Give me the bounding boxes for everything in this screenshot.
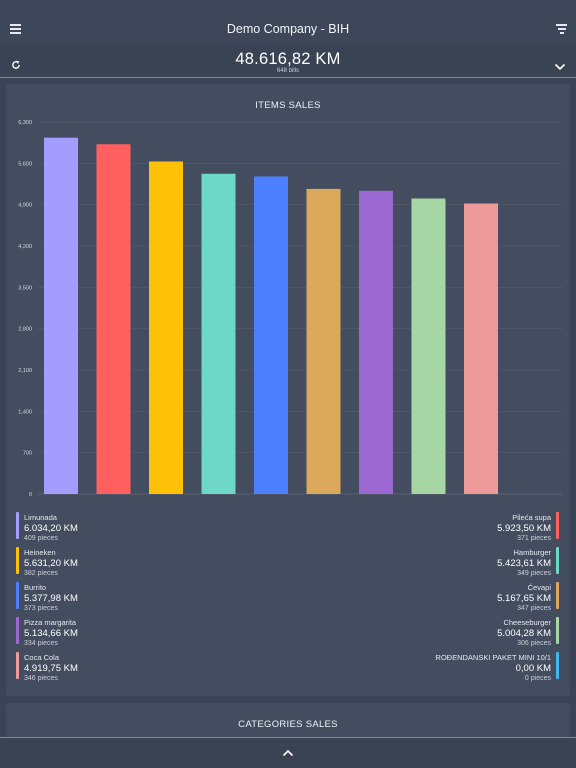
legend-item-amount: 5.004,28 KM [497, 628, 551, 639]
legend-item-name: Heineken [24, 548, 56, 557]
items-sales-bar-chart: 0 700 1,400 2,100 2,800 3,500 4,200 4,900 5,600 6… [18, 120, 562, 498]
bar-pile-a-supa[interactable] [96, 144, 131, 494]
legend-item-name: Ćevapi [527, 583, 551, 592]
y-tick-label: 2,100 [18, 368, 32, 374]
legend-item-pieces: 382 pieces [24, 570, 58, 577]
legend-item-pieces: 0 pieces [524, 675, 551, 682]
legend-item[interactable]: Cheeseburger 5.004,28 KM 306 pieces [339, 615, 559, 647]
chevron-up-icon[interactable] [282, 744, 294, 757]
bar-pizza-margarita[interactable] [359, 190, 393, 494]
y-tick-label: 4,900 [18, 203, 32, 209]
legend-item-pieces: 306 pieces [517, 640, 551, 647]
top-app-bar: Demo Company - BIH [0, 0, 576, 44]
y-tick-label: 1,400 [18, 409, 32, 415]
legend-item[interactable]: Ćevapi 5.167,65 KM 347 pieces [339, 580, 559, 612]
legend-item-name: Hamburger [513, 548, 551, 557]
legend-item-pieces: 373 pieces [24, 605, 58, 612]
legend-item-pieces: 371 pieces [517, 535, 551, 542]
y-tick-label: 3,500 [18, 285, 32, 291]
legend-swatch [16, 617, 19, 644]
legend-item-name: Coca Cola [24, 653, 60, 662]
legend-item-amount: 5.923,50 KM [497, 523, 551, 534]
legend-item-pieces: 334 pieces [24, 640, 58, 647]
legend-item-pieces: 347 pieces [517, 605, 551, 612]
bar-burrito[interactable] [254, 176, 288, 494]
legend-item-pieces: 349 pieces [517, 570, 551, 577]
items-sales-card: ITEMS SALES 0 700 1,400 2,100 2,800 3,500 4,20… [6, 84, 570, 696]
legend-item-amount: 4.919,75 KM [24, 663, 78, 674]
legend-item-name: Burrito [24, 583, 47, 592]
bottom-bar [0, 737, 576, 768]
legend-swatch [16, 512, 19, 539]
legend-swatch [16, 582, 19, 609]
legend-swatch [556, 652, 559, 679]
legend-item[interactable]: Pileća supa 5.923,50 KM 371 pieces [339, 510, 559, 542]
legend-item[interactable]: Hamburger 5.423,61 KM 349 pieces [339, 545, 559, 577]
legend-item-name: Cheeseburger [503, 618, 551, 627]
bar--evapi[interactable] [306, 188, 341, 494]
company-title: Demo Company - BIH [226, 22, 350, 36]
legend-swatch [556, 617, 559, 644]
legend-item[interactable]: Limunada 6.034,20 KM 409 pieces [16, 510, 236, 542]
legend-item-name: Pileća supa [512, 513, 551, 522]
legend-item-amount: 5.631,20 KM [24, 558, 78, 569]
legend-swatch [16, 652, 19, 679]
y-tick-label: 6,300 [18, 120, 32, 126]
bar-coca-cola[interactable] [464, 203, 498, 494]
legend-item-amount: 0,00 KM [515, 663, 551, 674]
total-summary-bar: 48.616,82 KM 648 bills [0, 44, 576, 78]
legend-item[interactable]: Coca Cola 4.919,75 KM 346 pieces [16, 650, 236, 682]
refresh-icon[interactable] [11, 57, 21, 69]
y-tick-label: 700 [23, 451, 32, 457]
legend-swatch [556, 547, 559, 574]
legend-item-name: Pizza margarita [24, 618, 77, 627]
chevron-down-icon[interactable] [554, 58, 566, 71]
legend-item-amount: 6.034,20 KM [24, 523, 78, 534]
items-sales-title: ITEMS SALES [255, 100, 321, 111]
items-sales-legend: Limunada 6.034,20 KM 409 pieces Pileća supa… [6, 84, 570, 696]
bills-count: 648 bills [276, 68, 299, 74]
y-tick-label: 4,200 [18, 244, 32, 250]
bar-cheeseburger[interactable] [411, 198, 446, 494]
legend-swatch [16, 547, 19, 574]
categories-sales-title: CATEGORIES SALES [238, 719, 338, 730]
hamburger-menu-icon[interactable] [10, 24, 22, 34]
legend-item-name: Limunada [24, 513, 57, 522]
legend-item-pieces: 346 pieces [24, 675, 58, 682]
categories-sales-card: CATEGORIES SALES [6, 703, 570, 743]
y-tick-label: 2,800 [18, 327, 32, 333]
y-tick-label: 0 [29, 492, 32, 498]
legend-item-amount: 5.134,66 KM [24, 628, 78, 639]
legend-item[interactable]: ROĐENDANSKI PAKET MINI 10/1 0,00 KM 0 piec… [339, 650, 559, 682]
legend-item[interactable]: Heineken 5.631,20 KM 382 pieces [16, 545, 236, 577]
legend-swatch [556, 582, 559, 609]
legend-item-pieces: 409 pieces [24, 535, 58, 542]
legend-item-name: ROĐENDANSKI PAKET MINI 10/1 [435, 653, 551, 662]
legend-item[interactable]: Pizza margarita 5.134,66 KM 334 pieces [16, 615, 236, 647]
bar-heineken[interactable] [149, 161, 183, 494]
legend-item-amount: 5.423,61 KM [497, 558, 551, 569]
legend-item-amount: 5.167,65 KM [497, 593, 551, 604]
legend-item-amount: 5.377,98 KM [24, 593, 78, 604]
bar-hamburger[interactable] [201, 173, 236, 494]
y-tick-label: 5,600 [18, 161, 32, 167]
bar-limunada[interactable] [44, 137, 78, 494]
filter-icon[interactable] [555, 24, 567, 34]
legend-item[interactable]: Burrito 5.377,98 KM 373 pieces [16, 580, 236, 612]
total-amount: 48.616,82 KM [235, 50, 341, 68]
legend-swatch [556, 512, 559, 539]
